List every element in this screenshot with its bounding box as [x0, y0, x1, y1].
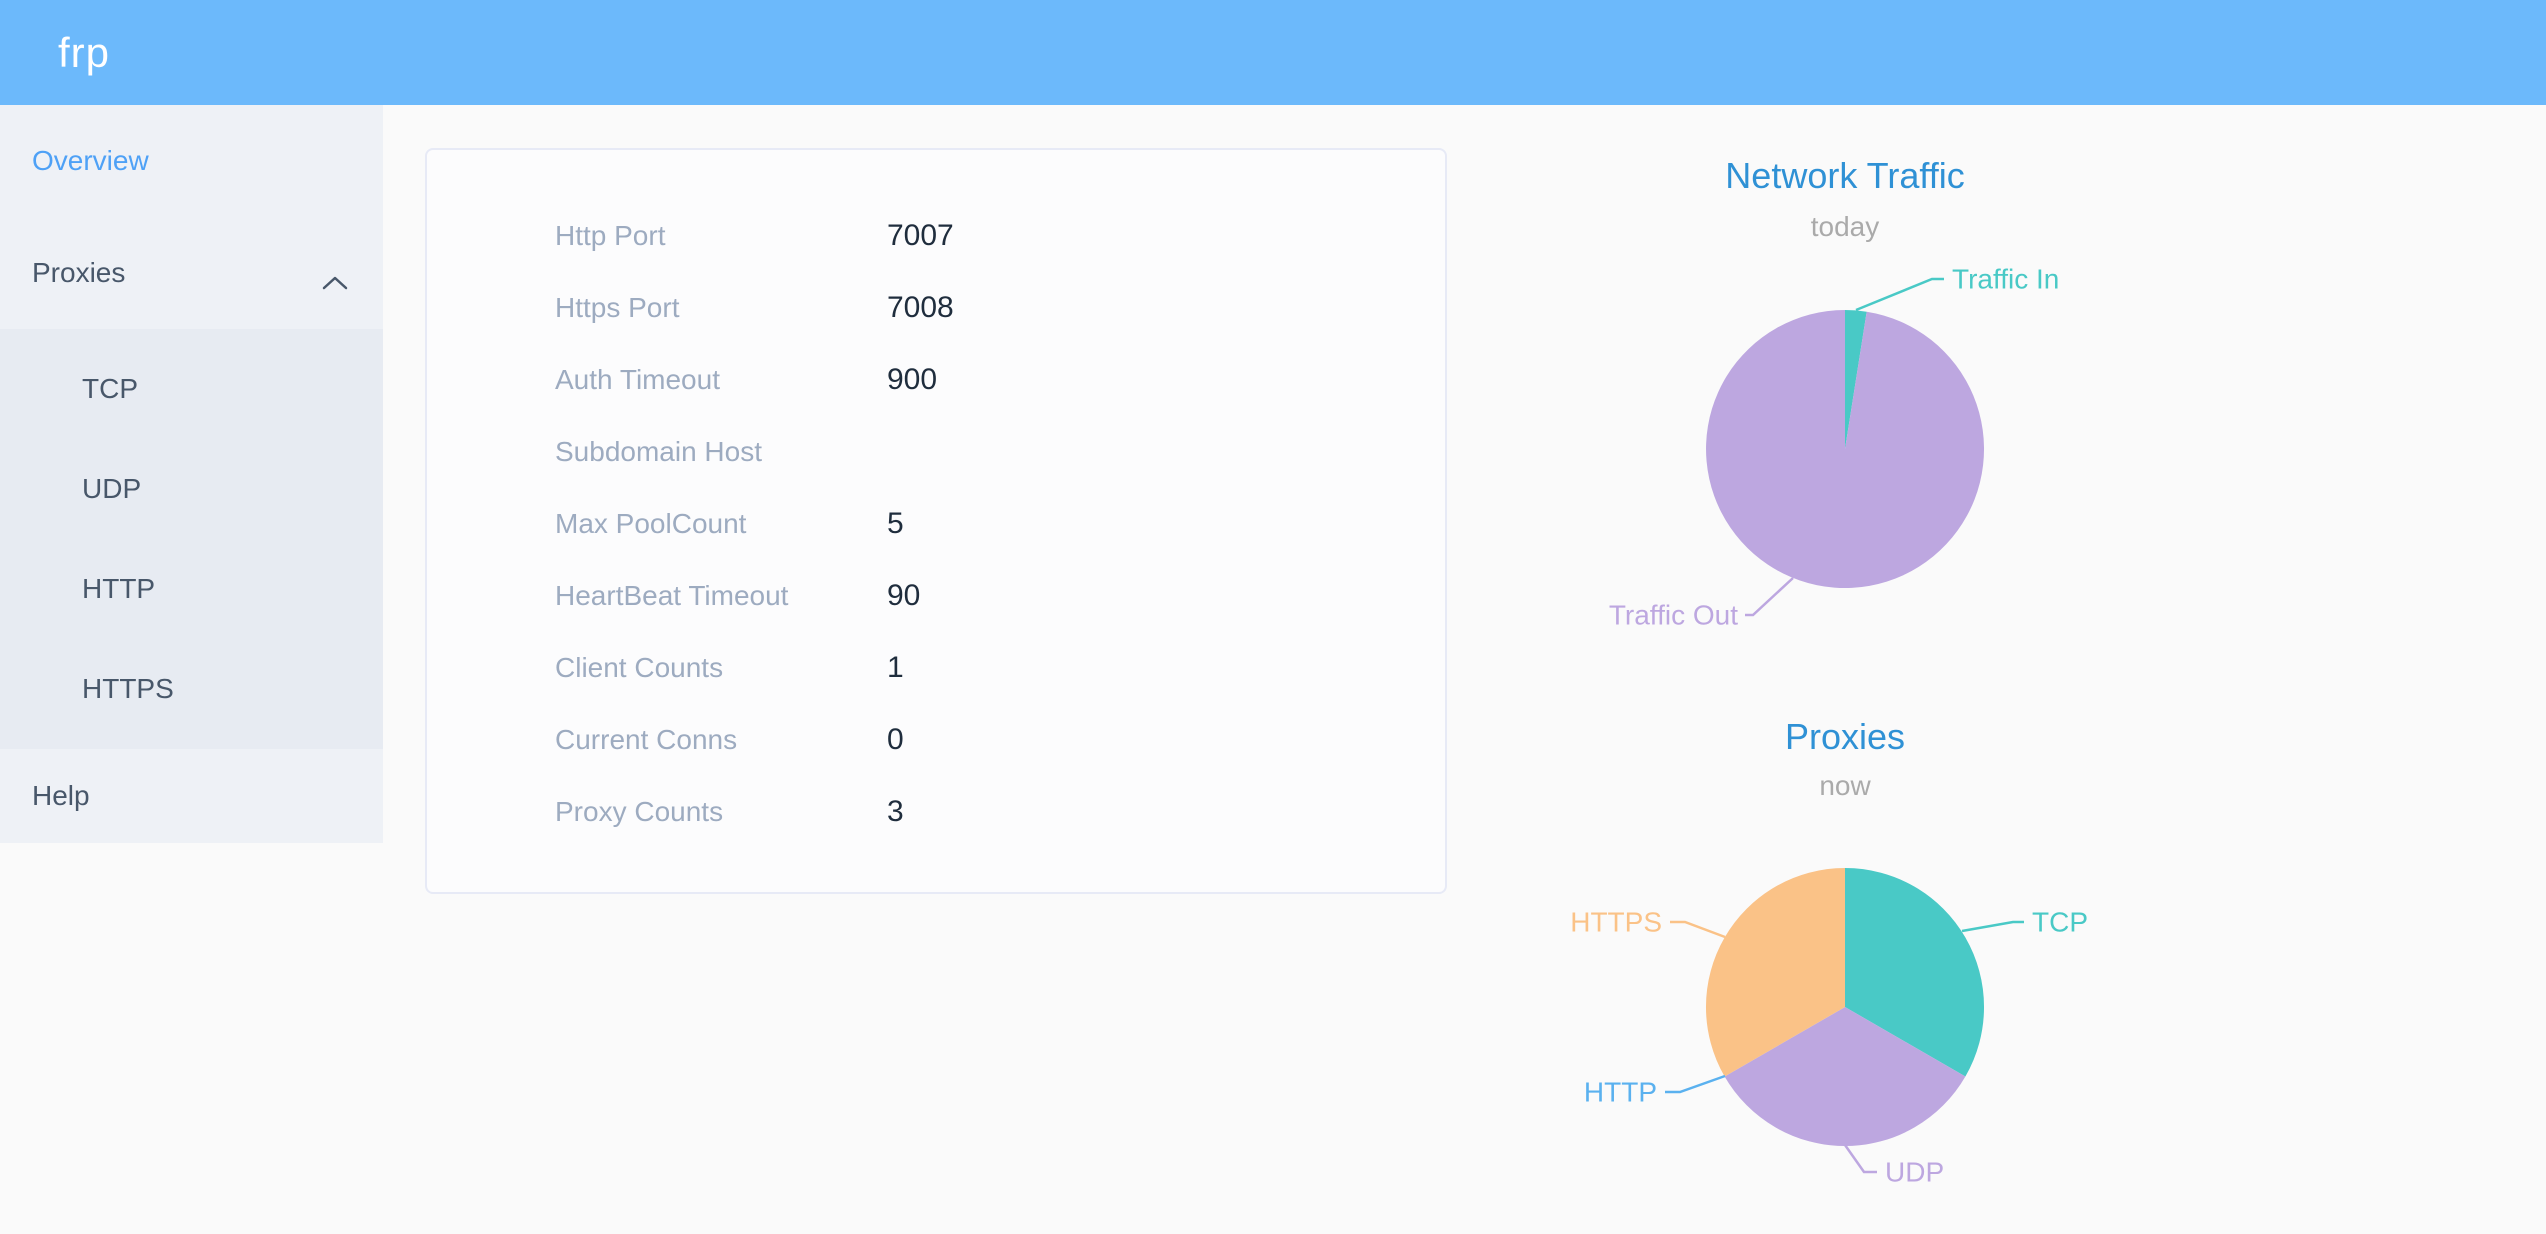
proxies-pie	[1705, 867, 1985, 1147]
config-label: Subdomain Host	[555, 436, 763, 467]
sidebar-item-overview[interactable]: Overview	[0, 105, 383, 217]
proxies-chart-title: Proxies	[1785, 716, 1905, 757]
sidebar-item-label: HTTP	[82, 573, 156, 604]
config-value: 0	[887, 723, 904, 756]
server-config-card: Http Port 7007 Https Port 7008 Auth Time…	[425, 148, 1447, 894]
proxies-chart-subtitle: now	[1819, 770, 1871, 801]
traffic-out-leader-line	[1745, 577, 1794, 617]
config-row-auth-timeout: Auth Timeout 900	[427, 344, 1445, 416]
traffic-out-label: Traffic Out	[1609, 600, 1738, 631]
network-traffic-subtitle: today	[1811, 211, 1880, 242]
sidebar-item-help[interactable]: Help	[0, 749, 383, 842]
config-row-https-port: Https Port 7008	[427, 272, 1445, 344]
http-label: HTTP	[1584, 1077, 1657, 1108]
config-value: 7008	[887, 291, 954, 324]
sidebar-item-https[interactable]: HTTPS	[0, 639, 383, 739]
config-value: 5	[887, 507, 904, 540]
sidebar-item-label: Proxies	[32, 257, 126, 288]
config-row-current-conns: Current Conns 0	[427, 704, 1445, 776]
config-value: 900	[887, 363, 938, 396]
udp-leader-line	[1843, 1144, 1877, 1174]
sidebar-item-label: UDP	[82, 473, 142, 504]
traffic-in-leader-line	[1855, 277, 1944, 312]
chevron-up-icon[interactable]	[321, 266, 349, 298]
pie-slice-udp[interactable]	[1724, 1007, 1966, 1147]
config-row-max-poolcount: Max PoolCount 5	[427, 488, 1445, 560]
config-value: 1	[887, 651, 904, 684]
config-row-proxy-counts: Proxy Counts 3	[427, 776, 1445, 848]
proxies-submenu: TCP UDP HTTP HTTPS	[0, 329, 383, 749]
app-logo: frp	[58, 28, 111, 76]
https-leader-line	[1670, 920, 1726, 939]
network-traffic-pie	[1706, 310, 1985, 588]
sidebar-item-proxies[interactable]: Proxies	[0, 217, 383, 329]
config-label: HeartBeat Timeout	[555, 580, 789, 611]
pie-slice-tcp[interactable]	[1845, 867, 1985, 1077]
config-row-http-port: Http Port 7007	[427, 200, 1445, 272]
config-row-subdomain-host: Subdomain Host	[427, 416, 1445, 488]
config-label: Auth Timeout	[555, 364, 720, 395]
sidebar-item-label: TCP	[82, 373, 138, 404]
config-row-heartbeat-timeout: HeartBeat Timeout 90	[427, 560, 1445, 632]
sidebar-item-http[interactable]: HTTP	[0, 539, 383, 639]
network-traffic-title: Network Traffic	[1725, 155, 1964, 196]
pie-slice-traffic-in[interactable]	[1845, 310, 1867, 449]
sidebar-item-label: Help	[32, 779, 90, 811]
config-label: Http Port	[555, 220, 666, 251]
sidebar-item-label: HTTPS	[82, 673, 174, 704]
sidebar-item-udp[interactable]: UDP	[0, 439, 383, 539]
pie-slice-https[interactable]	[1705, 868, 1845, 1077]
tcp-leader-line	[1961, 920, 2024, 933]
app-header: frp	[0, 0, 2546, 105]
traffic-in-label: Traffic In	[1952, 264, 2059, 295]
config-value: 90	[887, 579, 921, 612]
sidebar-item-tcp[interactable]: TCP	[0, 339, 383, 439]
config-label: Proxy Counts	[555, 796, 724, 827]
config-label: Current Conns	[555, 724, 738, 755]
config-value: 7007	[887, 219, 954, 252]
tcp-label: TCP	[2032, 907, 2088, 938]
config-row-client-counts: Client Counts 1	[427, 632, 1445, 704]
sidebar-nav: Overview Proxies TCP UDP HTTP HTTPS	[0, 105, 383, 843]
config-label: Https Port	[555, 292, 680, 323]
pie-slice-traffic-out[interactable]	[1706, 310, 1985, 588]
config-label: Client Counts	[555, 652, 724, 683]
config-value: 3	[887, 795, 904, 828]
charts-panel: Network Traffic today Traffic In Traffic…	[1570, 155, 2088, 1188]
sidebar-item-label: Overview	[32, 145, 149, 176]
config-label: Max PoolCount	[555, 508, 747, 539]
http-leader-line	[1665, 1074, 1726, 1094]
udp-label: UDP	[1885, 1157, 1944, 1188]
https-label: HTTPS	[1570, 907, 1662, 938]
